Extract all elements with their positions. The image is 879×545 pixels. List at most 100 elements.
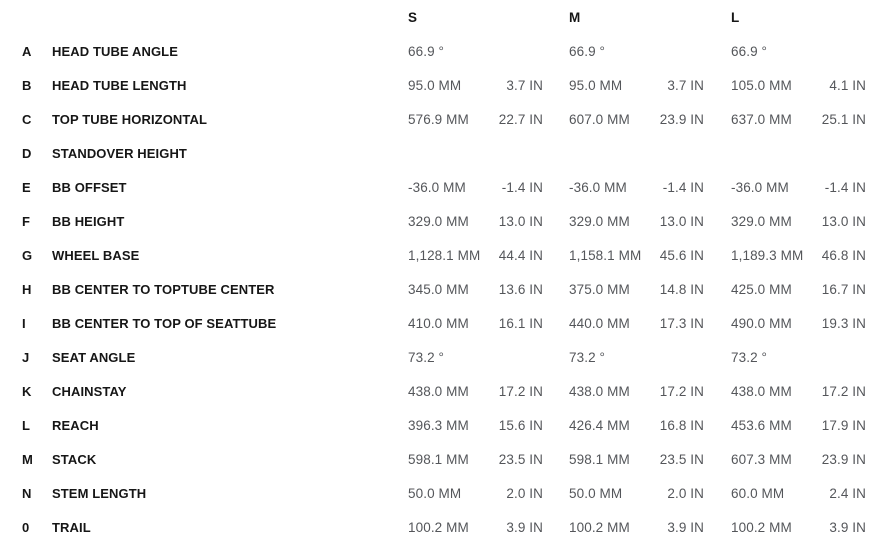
column-header-size-l: L (731, 9, 740, 25)
value-s-in: 23.5 IN (498, 451, 543, 467)
value-m-mm: 66.9 ° (569, 43, 606, 59)
value-s-in: 17.2 IN (498, 383, 543, 399)
value-s-mm: 396.3 MM (408, 417, 469, 433)
value-l-mm: 637.0 MM (731, 111, 792, 127)
value-l-in: 25.1 IN (821, 111, 866, 127)
row-letter: M (22, 451, 33, 467)
table-row: G WHEEL BASE 1,128.1 MM 44.4 IN 1,158.1 … (0, 238, 879, 272)
value-m-in: 14.8 IN (659, 281, 704, 297)
value-l-mm: 329.0 MM (731, 213, 792, 229)
value-m-mm: 375.0 MM (569, 281, 630, 297)
table-row: H BB CENTER TO TOPTUBE CENTER 345.0 MM 1… (0, 272, 879, 306)
table-row: 0 TRAIL 100.2 MM 3.9 IN 100.2 MM 3.9 IN … (0, 510, 879, 544)
value-m-mm: 598.1 MM (569, 451, 630, 467)
row-label: TRAIL (52, 519, 91, 535)
value-l-in: 3.9 IN (829, 519, 866, 535)
value-l-mm: 490.0 MM (731, 315, 792, 331)
row-letter: L (22, 417, 30, 433)
row-letter: H (22, 281, 32, 297)
value-s-mm: 73.2 ° (408, 349, 445, 365)
table-row: J SEAT ANGLE 73.2 ° 73.2 ° 73.2 ° (0, 340, 879, 374)
value-m-in: 3.9 IN (667, 519, 704, 535)
column-header-size-m: M (569, 9, 581, 25)
table-row: E BB OFFSET -36.0 MM -1.4 IN -36.0 MM -1… (0, 170, 879, 204)
row-label: BB HEIGHT (52, 213, 125, 229)
table-row: A HEAD TUBE ANGLE 66.9 ° 66.9 ° 66.9 ° (0, 34, 879, 68)
value-m-mm: 440.0 MM (569, 315, 630, 331)
row-letter: F (22, 213, 30, 229)
value-m-mm: 73.2 ° (569, 349, 606, 365)
value-s-mm: 95.0 MM (408, 77, 462, 93)
row-label: STANDOVER HEIGHT (52, 145, 187, 161)
table-row: L REACH 396.3 MM 15.6 IN 426.4 MM 16.8 I… (0, 408, 879, 442)
row-label: WHEEL BASE (52, 247, 140, 263)
value-m-mm: 607.0 MM (569, 111, 630, 127)
row-label: REACH (52, 417, 99, 433)
value-m-in: 23.9 IN (659, 111, 704, 127)
row-label: BB CENTER TO TOPTUBE CENTER (52, 281, 275, 297)
value-s-in: 22.7 IN (498, 111, 543, 127)
value-l-mm: 66.9 ° (731, 43, 768, 59)
value-l-mm: 607.3 MM (731, 451, 792, 467)
row-label: BB OFFSET (52, 179, 127, 195)
row-label: BB CENTER TO TOP OF SEATTUBE (52, 315, 277, 331)
value-l-in: 13.0 IN (821, 213, 866, 229)
value-l-mm: 425.0 MM (731, 281, 792, 297)
row-label: TOP TUBE HORIZONTAL (52, 111, 208, 127)
value-l-mm: 73.2 ° (731, 349, 768, 365)
value-m-mm: -36.0 MM (569, 179, 627, 195)
table-body: A HEAD TUBE ANGLE 66.9 ° 66.9 ° 66.9 ° B… (0, 34, 879, 544)
value-l-in: 16.7 IN (821, 281, 866, 297)
row-letter: K (22, 383, 32, 399)
value-l-mm: 100.2 MM (731, 519, 792, 535)
value-m-in: -1.4 IN (662, 179, 704, 195)
row-letter: B (22, 77, 32, 93)
row-letter: G (22, 247, 33, 263)
value-m-in: 17.2 IN (659, 383, 704, 399)
value-s-mm: 598.1 MM (408, 451, 469, 467)
table-row: C TOP TUBE HORIZONTAL 576.9 MM 22.7 IN 6… (0, 102, 879, 136)
value-s-in: 15.6 IN (498, 417, 543, 433)
row-letter: J (22, 349, 30, 365)
value-s-mm: 329.0 MM (408, 213, 469, 229)
value-l-mm: 453.6 MM (731, 417, 792, 433)
value-m-in: 23.5 IN (659, 451, 704, 467)
value-s-in: 16.1 IN (498, 315, 543, 331)
value-l-mm: 105.0 MM (731, 77, 792, 93)
row-label: HEAD TUBE LENGTH (52, 77, 187, 93)
value-l-in: 23.9 IN (821, 451, 866, 467)
row-label: HEAD TUBE ANGLE (52, 43, 178, 59)
table-row: N STEM LENGTH 50.0 MM 2.0 IN 50.0 MM 2.0… (0, 476, 879, 510)
value-m-mm: 329.0 MM (569, 213, 630, 229)
row-letter: A (22, 43, 32, 59)
value-m-in: 17.3 IN (659, 315, 704, 331)
value-m-in: 16.8 IN (659, 417, 704, 433)
row-label: CHAINSTAY (52, 383, 127, 399)
value-s-mm: 1,128.1 MM (408, 247, 481, 263)
row-letter: N (22, 485, 32, 501)
value-s-mm: 100.2 MM (408, 519, 469, 535)
value-l-in: 2.4 IN (829, 485, 866, 501)
value-l-mm: -36.0 MM (731, 179, 789, 195)
row-letter: D (22, 145, 32, 161)
value-l-in: -1.4 IN (824, 179, 866, 195)
row-letter: C (22, 111, 32, 127)
value-m-in: 3.7 IN (667, 77, 704, 93)
value-s-in: 13.0 IN (498, 213, 543, 229)
row-label: STEM LENGTH (52, 485, 147, 501)
value-m-mm: 1,158.1 MM (569, 247, 642, 263)
value-m-mm: 50.0 MM (569, 485, 623, 501)
value-l-in: 17.2 IN (821, 383, 866, 399)
value-s-mm: 438.0 MM (408, 383, 469, 399)
column-header-size-s: S (408, 9, 418, 25)
value-s-in: 2.0 IN (506, 485, 543, 501)
value-l-mm: 438.0 MM (731, 383, 792, 399)
value-m-in: 13.0 IN (659, 213, 704, 229)
value-m-mm: 426.4 MM (569, 417, 630, 433)
value-m-mm: 95.0 MM (569, 77, 623, 93)
value-s-in: 44.4 IN (498, 247, 543, 263)
value-l-in: 4.1 IN (829, 77, 866, 93)
value-s-mm: 345.0 MM (408, 281, 469, 297)
value-m-in: 45.6 IN (659, 247, 704, 263)
